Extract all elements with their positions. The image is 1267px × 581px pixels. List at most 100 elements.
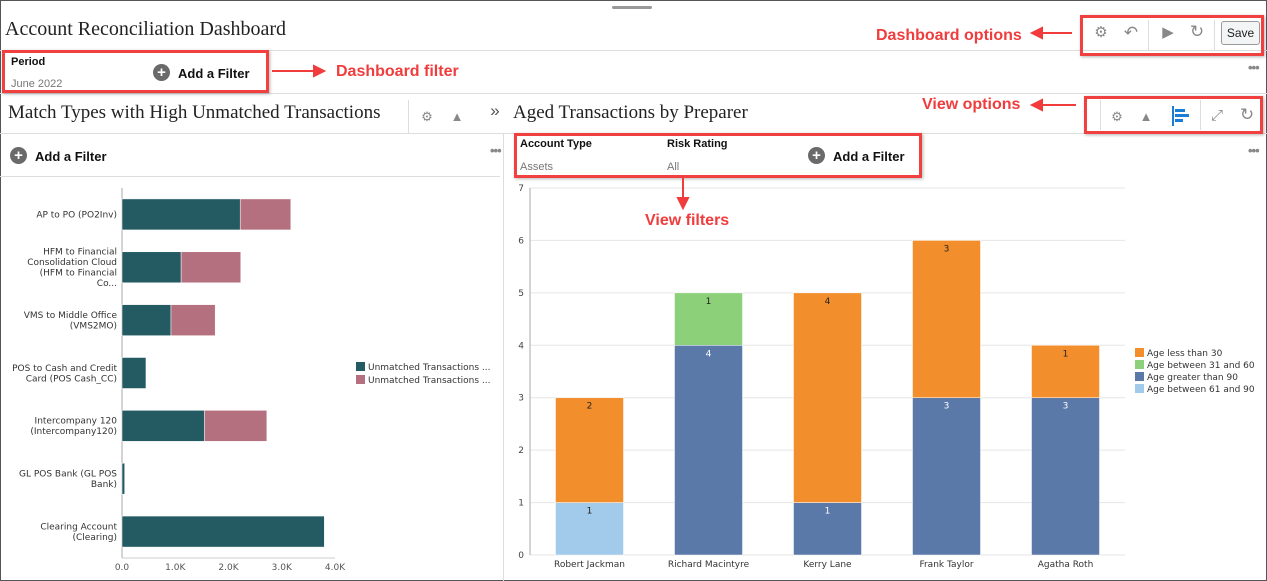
x-tick-label: 0.0	[115, 563, 130, 573]
add-dashboard-filter-button[interactable]: Add a Filter	[178, 66, 250, 81]
category-label: Bank)	[91, 480, 117, 490]
add-filter-icon[interactable]: +	[10, 147, 27, 164]
data-label: 3	[944, 402, 950, 412]
legend-label: Unmatched Transactions ...	[368, 376, 490, 386]
collapse-chevron-icon[interactable]: »	[490, 101, 500, 120]
bar-segment	[912, 240, 981, 398]
bar-segment	[121, 198, 241, 231]
gears-icon[interactable]: ⚙	[1111, 109, 1123, 124]
bar-segment	[121, 304, 172, 336]
category-label: POS to Cash and Credit	[12, 364, 117, 374]
annotation-dashboard-filter: Dashboard filter	[336, 63, 459, 80]
risk-rating-filter-label[interactable]: Risk Rating	[667, 138, 728, 150]
legend-swatch	[1135, 384, 1144, 393]
expand-icon[interactable]: ⤢	[1210, 107, 1223, 124]
add-filter-icon[interactable]: +	[808, 147, 825, 164]
right-view-title: Aged Transactions by Preparer	[513, 102, 748, 123]
bar-segment	[912, 397, 981, 556]
bar-segment	[239, 198, 292, 231]
x-tick-label: Robert Jackman	[554, 560, 625, 570]
category-label: (VMS2MO)	[70, 321, 117, 331]
data-label: 2	[587, 402, 593, 412]
annotation-box	[1084, 96, 1263, 134]
y-tick-label: 1	[518, 499, 524, 509]
bar-segment	[180, 251, 241, 284]
account-type-filter-value[interactable]: Assets	[520, 161, 554, 173]
shapes-icon[interactable]: ▲	[1139, 109, 1153, 124]
category-label: HFM to Financial	[43, 248, 117, 258]
account-type-filter-label[interactable]: Account Type	[520, 138, 592, 150]
refresh-icon[interactable]: ↻	[1189, 22, 1205, 41]
legend-swatch	[356, 362, 365, 371]
data-label: 3	[1063, 402, 1069, 412]
y-tick-label: 2	[518, 446, 524, 456]
category-label: (HFM to Financial	[40, 269, 117, 279]
y-tick-label: 4	[518, 341, 524, 351]
gears-icon[interactable]: ⚙	[421, 109, 433, 124]
annotation-box	[1080, 15, 1264, 56]
bar-segment	[674, 345, 743, 556]
page-title: Account Reconciliation Dashboard	[5, 18, 287, 40]
drag-handle[interactable]	[612, 6, 652, 9]
save-button[interactable]: Save	[1221, 21, 1260, 45]
category-label: Card (POS Cash_CC)	[26, 374, 117, 384]
bar-segment	[170, 304, 216, 336]
add-filter-icon[interactable]: +	[153, 64, 170, 81]
gears-icon[interactable]: ⚙	[1094, 24, 1108, 41]
category-label: Intercompany 120	[35, 417, 118, 427]
x-tick-label: 3.0K	[272, 563, 293, 573]
legend-label: Age greater than 90	[1147, 373, 1238, 383]
add-right-view-filter-button[interactable]: Add a Filter	[833, 149, 905, 164]
bar-segment	[204, 410, 268, 442]
category-label: Clearing Account	[40, 522, 117, 532]
bar-chart-icon[interactable]	[1172, 106, 1190, 126]
annotation-box	[2, 50, 269, 93]
bar-segment	[555, 502, 624, 556]
undo-icon[interactable]: ↶	[1123, 23, 1139, 42]
bar-segment	[121, 251, 182, 284]
add-left-view-filter-button[interactable]: Add a Filter	[35, 149, 107, 164]
run-icon[interactable]: ▶	[1162, 24, 1174, 41]
bar-segment	[793, 502, 862, 556]
legend-swatch	[1135, 348, 1144, 357]
category-label: VMS to Middle Office	[24, 311, 118, 321]
bar-segment	[121, 410, 205, 442]
legend-label: Unmatched Transactions ...	[368, 363, 490, 373]
bar-segment	[1031, 397, 1100, 556]
period-filter-label[interactable]: Period	[11, 56, 46, 68]
more-options-icon[interactable]: •••	[1248, 143, 1260, 158]
data-label: 1	[825, 507, 831, 517]
annotation-view-options: View options	[922, 96, 1021, 113]
legend-label: Age less than 30	[1147, 349, 1223, 359]
y-tick-label: 0	[518, 551, 524, 561]
category-label: (Clearing)	[73, 533, 117, 543]
period-filter-value[interactable]: June 2022	[11, 78, 63, 90]
y-tick-label: 6	[518, 236, 524, 246]
left-view-title: Match Types with High Unmatched Transact…	[8, 102, 381, 123]
x-tick-label: 4.0K	[325, 563, 346, 573]
x-tick-label: Frank Taylor	[919, 560, 973, 570]
data-label: 3	[944, 244, 950, 254]
legend-swatch	[356, 375, 365, 384]
annotation-box	[514, 133, 922, 178]
legend-swatch	[1135, 360, 1144, 369]
risk-rating-filter-value[interactable]: All	[667, 161, 680, 173]
data-label: 4	[825, 297, 831, 307]
category-label: GL POS Bank (GL POS	[19, 469, 117, 479]
bar-segment	[121, 462, 125, 495]
y-tick-label: 5	[518, 289, 524, 299]
x-tick-label: Richard Macintyre	[668, 560, 750, 570]
more-options-icon[interactable]: •••	[1248, 60, 1260, 75]
right-stacked-bar-chart: 0 1 2 3 4 5 6 7 1 2 Robert Jackman 4 1 Richard Macint…	[518, 184, 1255, 570]
bar-segment	[555, 397, 624, 503]
shapes-icon[interactable]: ▲	[450, 109, 464, 124]
bar-segment	[674, 292, 743, 346]
data-label: 1	[1063, 349, 1069, 359]
bar-segment	[793, 292, 862, 503]
refresh-icon[interactable]: ↻	[1239, 105, 1255, 124]
annotation-dashboard-options: Dashboard options	[876, 27, 1022, 44]
bar-segment	[121, 357, 147, 389]
legend-label: Age between 61 and 90	[1147, 385, 1255, 395]
more-options-icon[interactable]: •••	[490, 143, 502, 158]
